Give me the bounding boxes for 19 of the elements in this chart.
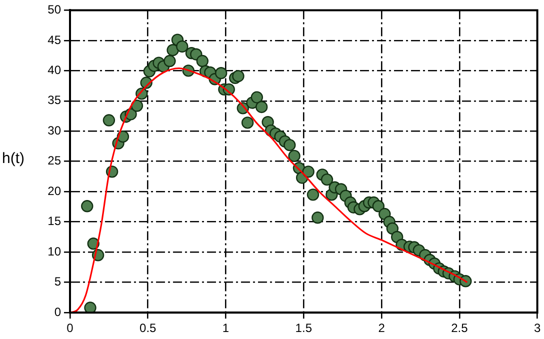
x-tick-label: 0.5	[140, 321, 157, 336]
y-tick-label: 35	[48, 93, 62, 108]
y-tick-label: 30	[48, 123, 62, 138]
x-tick-label: 2.5	[451, 321, 468, 336]
y-tick-label: 25	[48, 154, 62, 168]
y-tick-label: 50	[48, 2, 62, 17]
x-tick-label: 0	[66, 321, 74, 336]
y-tick-label: 20	[48, 184, 62, 198]
x-tick-label: 3	[534, 321, 541, 336]
x-tick-label: 1.5	[295, 321, 312, 336]
y-tick-label: 45	[48, 32, 62, 47]
y-tick-label: 5	[54, 274, 62, 289]
x-tick-label: 2	[378, 321, 386, 336]
y-tick-label: 10	[48, 244, 62, 258]
y-tick-label: 40	[48, 62, 62, 77]
y-tick-label: 15	[48, 214, 62, 228]
x-tick-label: 1	[222, 321, 230, 336]
y-tick-label: 0	[54, 304, 62, 319]
y-axis-title: h(t)	[2, 150, 24, 167]
